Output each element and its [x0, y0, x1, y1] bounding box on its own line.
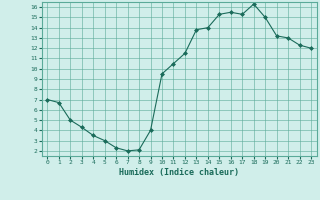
X-axis label: Humidex (Indice chaleur): Humidex (Indice chaleur)	[119, 168, 239, 177]
